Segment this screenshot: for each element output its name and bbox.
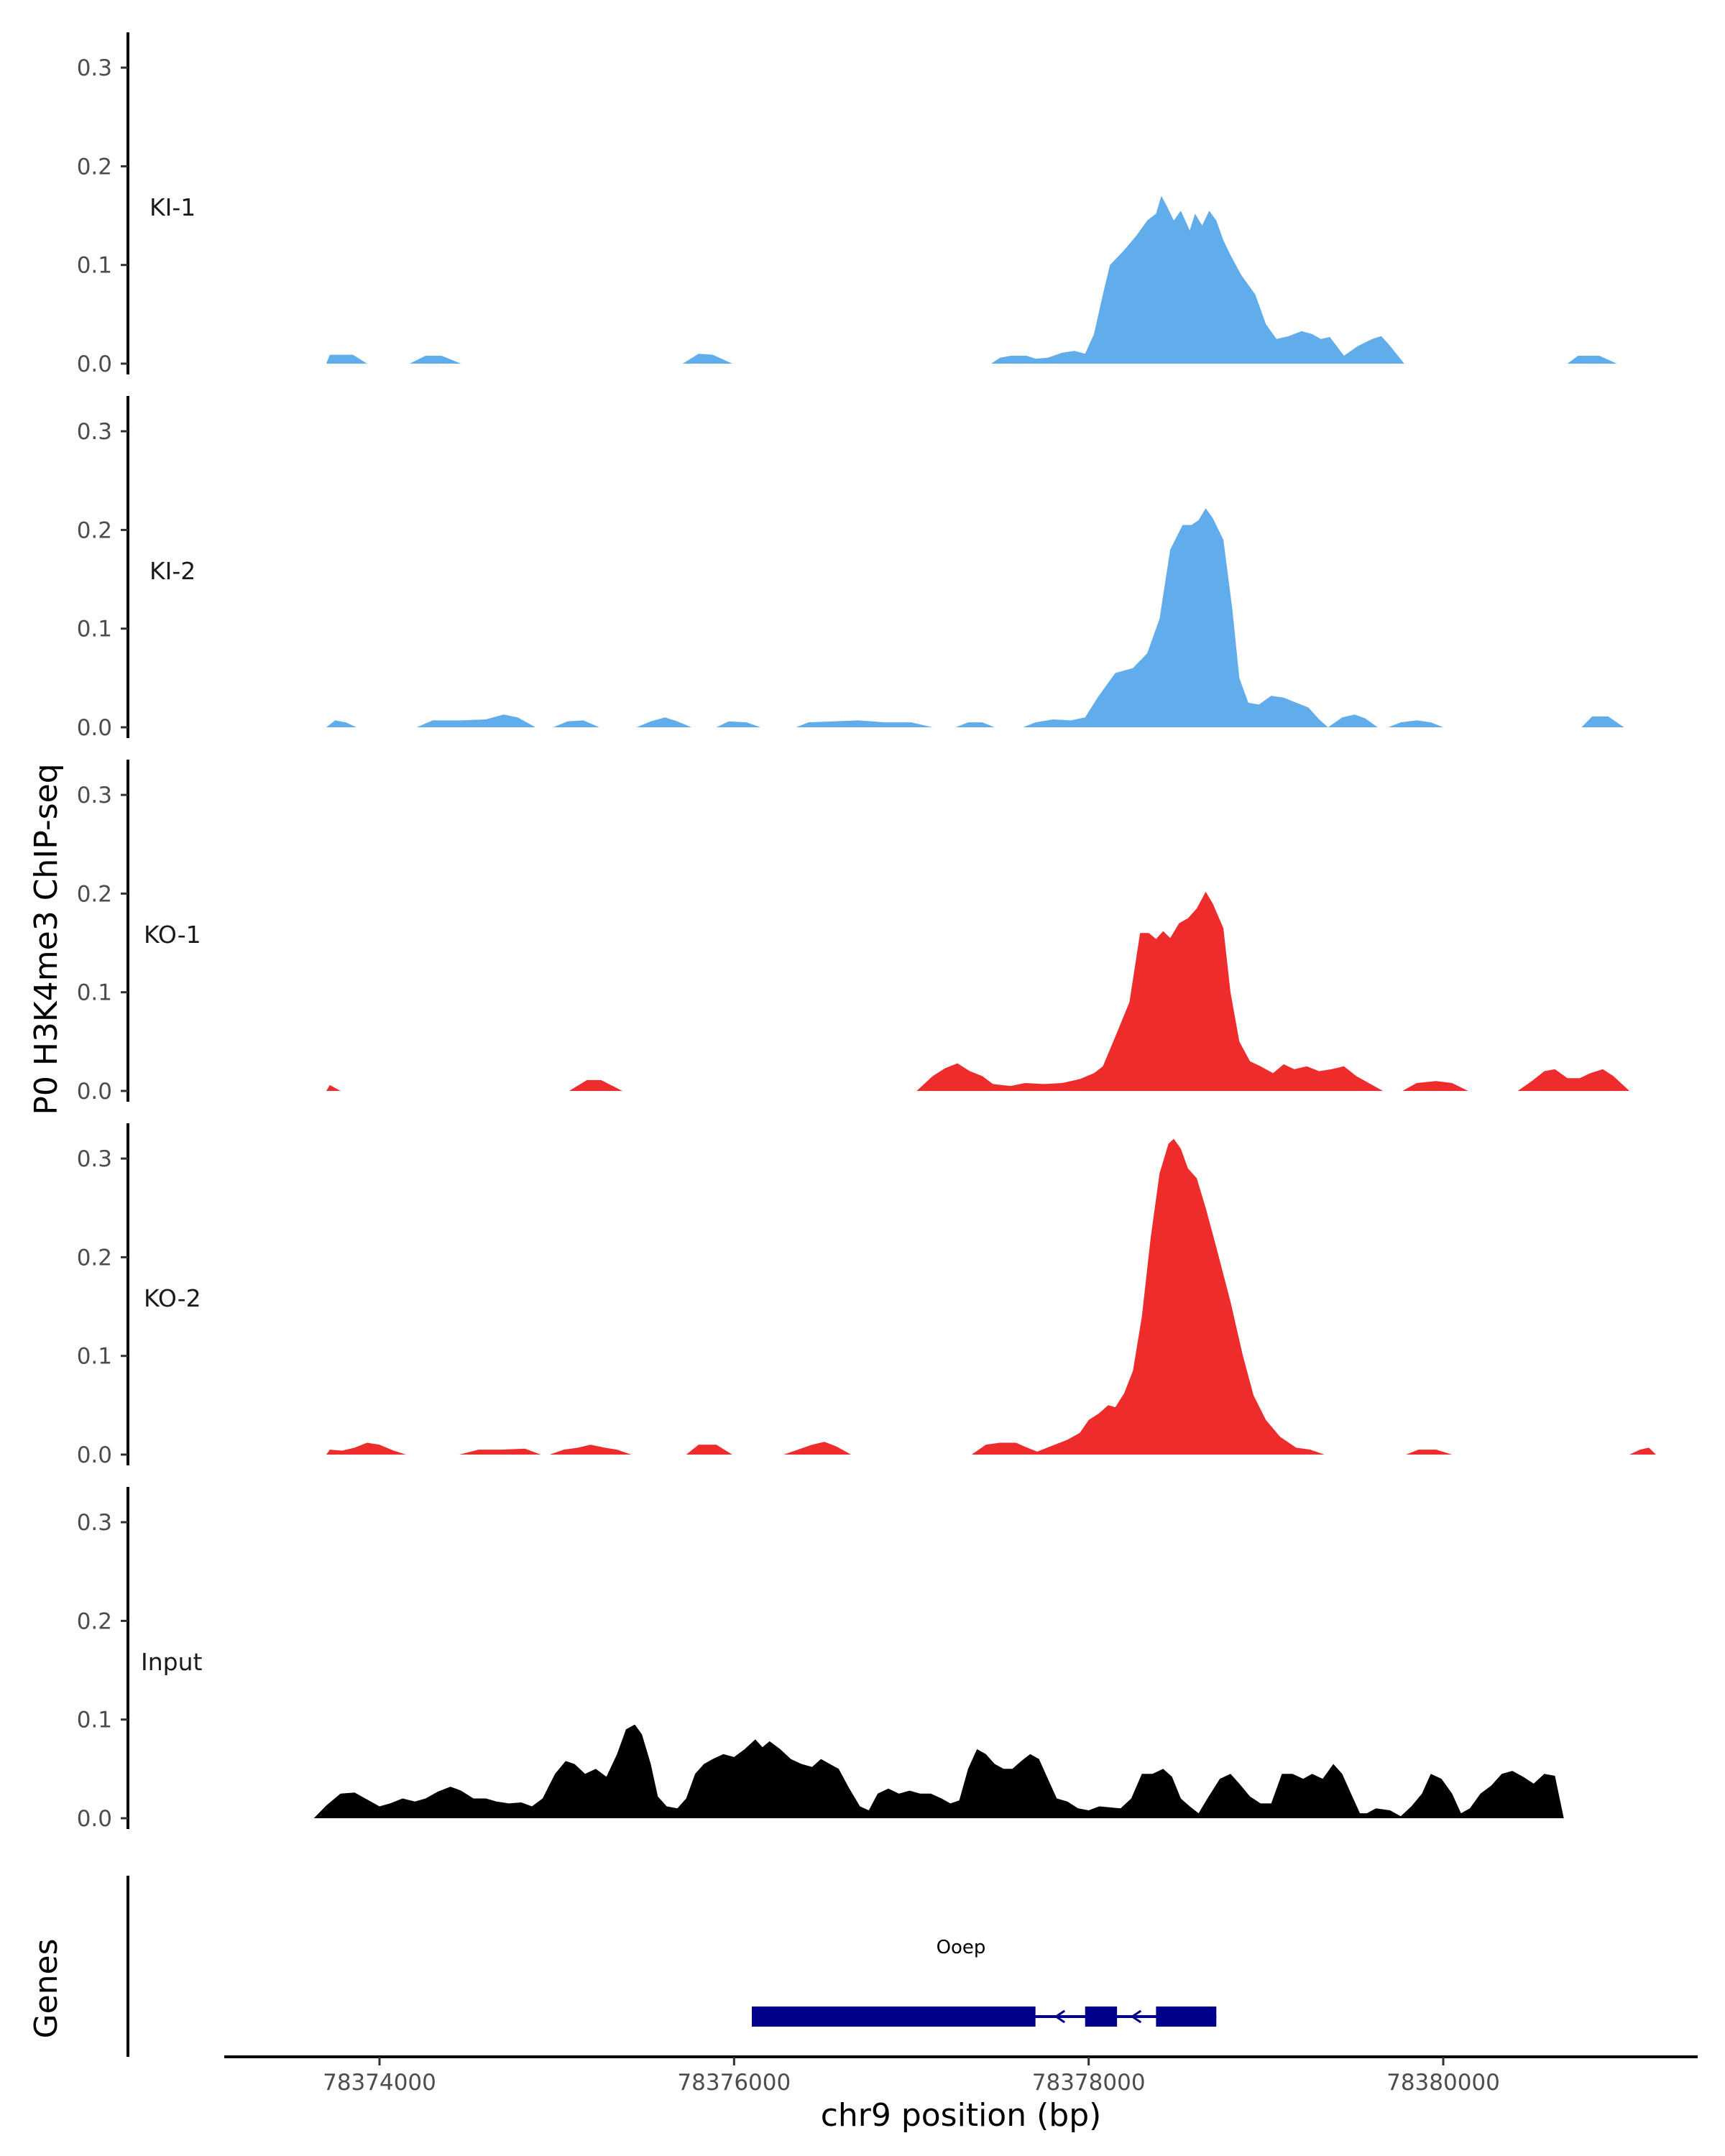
signal-area-ko-1: [916, 891, 1384, 1091]
track-label: KO-2: [144, 1284, 201, 1312]
y-tick-label: 0.2: [77, 154, 112, 180]
y-tick-label: 0.2: [77, 517, 112, 543]
y-tick-label: 0.2: [77, 1608, 112, 1634]
x-tick-label: 78380000: [1386, 2070, 1500, 2096]
signal-area-input: [313, 1724, 1564, 1818]
signal-panels: 0.00.10.20.3KI-10.00.10.20.3KI-20.00.10.…: [77, 32, 1656, 1832]
y-tick-label: 0.3: [77, 783, 112, 808]
strand-arrow: [1130, 2009, 1142, 2024]
signal-area-ko-2: [686, 1445, 732, 1455]
signal-area-ko-1: [1517, 1069, 1629, 1091]
signal-area-ko-2: [1629, 1447, 1656, 1455]
signal-area-ko-1: [326, 1084, 341, 1091]
strand-arrow: [1054, 2009, 1066, 2024]
x-tick-label: 78378000: [1032, 2070, 1146, 2096]
x-axis: 78374000 78376000 78378000 78380000: [224, 2055, 1698, 2096]
panel-input: 0.0 0.1 0.2 0.3 Input: [77, 1487, 1564, 1832]
x-tick-label: 78374000: [323, 2070, 436, 2096]
signal-area-ko-2: [459, 1448, 541, 1455]
panel-ko-1: 0.0 0.1 0.2 0.3 KO-1: [77, 760, 1629, 1105]
y-tick-label: 0.3: [77, 55, 112, 81]
signal-area-ko-2: [1406, 1450, 1453, 1455]
track-label: KI-2: [150, 557, 196, 585]
y-tick-label: 0.1: [77, 1344, 112, 1370]
panel-ko-2: 0.0 0.1 0.2 0.3 KO-2: [77, 1123, 1656, 1468]
gene-name-label: Ooep: [937, 1937, 986, 1958]
x-axis-title: chr9 position (bp): [821, 2097, 1102, 2134]
signal-area-ki-2: [955, 722, 995, 727]
gene-exon: [1156, 2007, 1217, 2027]
track-label: KI-1: [150, 193, 196, 221]
signal-area-ki-2: [1581, 716, 1624, 727]
y-tick-label: 0.0: [77, 715, 112, 741]
y-tick-label: 0.0: [77, 1806, 112, 1832]
signal-area-ki-1: [682, 354, 732, 364]
gene-exon: [1085, 2007, 1118, 2027]
signal-area-ki-2: [716, 721, 761, 727]
signal-area-ko-2: [971, 1138, 1325, 1455]
track-label: Input: [141, 1648, 203, 1676]
signal-area-ko-2: [783, 1442, 852, 1455]
signal-area-ki-1: [326, 354, 367, 364]
gene-track: Ooep: [126, 1876, 1217, 2057]
y-tick-label: 0.0: [77, 1442, 112, 1468]
genes-axis-title: Genes: [28, 1938, 65, 2038]
signal-area-ki-2: [636, 717, 692, 727]
y-tick-label: 0.0: [77, 351, 112, 377]
signal-area-ko-1: [569, 1079, 622, 1091]
signal-area-ki-1: [1567, 356, 1617, 364]
signal-area-ki-2: [326, 720, 356, 727]
panel-ki-1: 0.0 0.1 0.2 0.3 KI-1: [77, 32, 1617, 377]
y-tick-label: 0.3: [77, 1510, 112, 1536]
y-tick-label: 0.1: [77, 253, 112, 279]
x-tick-label: 78376000: [677, 2070, 791, 2096]
panel-ki-2: 0.0 0.1 0.2 0.3 KI-2: [77, 396, 1624, 741]
y-tick-label: 0.2: [77, 881, 112, 907]
signal-area-ki-1: [409, 356, 461, 364]
signal-area-ko-2: [326, 1442, 406, 1455]
y-tick-label: 0.1: [77, 980, 112, 1006]
signal-area-ki-2: [796, 720, 933, 727]
gene-exon: [752, 2007, 1036, 2027]
y-axis-title: P0 H3K4me3 ChIP-seq: [28, 763, 65, 1115]
signal-area-ki-2: [416, 714, 536, 727]
track-label: KO-1: [144, 921, 201, 949]
signal-area-ki-2: [1388, 720, 1443, 727]
y-tick-label: 0.1: [77, 1708, 112, 1733]
y-tick-label: 0.3: [77, 1146, 112, 1172]
y-tick-label: 0.0: [77, 1079, 112, 1105]
y-tick-label: 0.1: [77, 617, 112, 642]
y-tick-label: 0.2: [77, 1245, 112, 1271]
signal-area-ki-2: [1023, 508, 1378, 727]
signal-area-ki-1: [991, 195, 1404, 364]
signal-area-ki-2: [553, 720, 599, 727]
signal-area-ko-1: [1402, 1081, 1468, 1091]
signal-area-ko-2: [549, 1445, 632, 1455]
y-tick-label: 0.3: [77, 419, 112, 445]
